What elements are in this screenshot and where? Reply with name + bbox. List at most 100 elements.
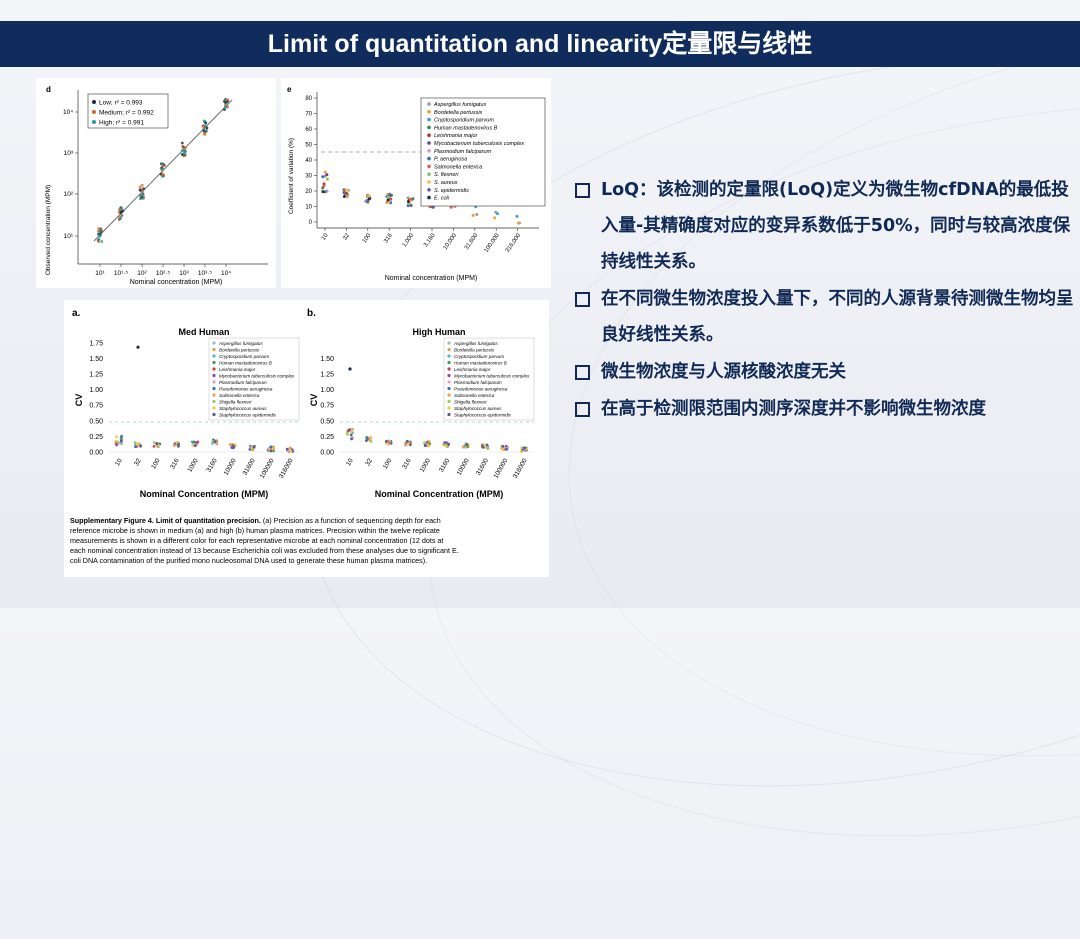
figure-e-legend-label: E. coli [434, 196, 450, 202]
figure-e-point [342, 195, 346, 199]
figure-d-point [120, 214, 124, 217]
figure-d-point [141, 193, 145, 197]
panel-b-x-tick-label: 32 [364, 457, 374, 467]
figure-d-point [139, 194, 142, 198]
figure-d-point [140, 183, 144, 187]
figure-e-point [345, 188, 349, 192]
figure-e-y-tick-label: 80 [305, 96, 312, 102]
figure-d-x-tick-label: 10² [137, 270, 147, 277]
panel-legend-marker [212, 347, 216, 352]
figure-e-point [387, 200, 391, 204]
panel-b-x-tick-label: 31600 [475, 457, 490, 476]
caption-line-4: each nominal concentration instead of 13… [70, 546, 459, 555]
figure-e-point [449, 205, 453, 209]
panel-legend-label: Shigella flexneri [219, 400, 252, 405]
panel-a-point [115, 443, 119, 447]
supplementary-plots: a. b. Med Human High Human 0.00 0.25 0.50 0… [70, 308, 535, 565]
panel-b-point [427, 440, 431, 444]
panel-legend-label: Staphylococcus epidermidis [454, 413, 512, 418]
figure-d-point [225, 104, 229, 108]
panel-legend-label: Cryptosporidium parvum [454, 354, 504, 359]
panel-a-point [153, 441, 156, 445]
figure-d-x-tick-label: 10⁴ [221, 270, 231, 277]
panel-legend-label: Mycobacterium tuberculosis complex [219, 374, 295, 379]
figure-d-point [97, 227, 101, 230]
figure-e-legend-label: S. flexneri [434, 172, 459, 178]
panel-legend-marker [212, 412, 216, 417]
figure-d-y-tick-label: 10⁴ [63, 109, 73, 116]
supplementary-figure-4: a. b. Med Human High Human 0.00 0.25 0.50 0… [64, 300, 549, 577]
caption-line-1: Supplementary Figure 4. Limit of quantit… [70, 516, 441, 525]
panel-b-point [465, 443, 469, 447]
figure-d-point [138, 188, 142, 192]
figure-d-point [180, 141, 184, 145]
panel-b-label: b. [307, 308, 316, 319]
figure-d-legend-label: Low; r² = 0.993 [99, 100, 143, 107]
panel-b-point [406, 442, 410, 446]
panel-b-y-tick-label: 1.25 [320, 372, 334, 379]
figure-d-legend-marker [92, 120, 96, 124]
figure-e-x-tick-label: 316,000 [505, 232, 523, 254]
caption-text-1: (a) Precision as a function of sequencin… [261, 516, 441, 525]
panel-legend-label: Leishmania major [219, 367, 256, 372]
figure-e-legend-label: Salmonella enterica [434, 164, 482, 170]
figure-d-xlabel: Nominal concentration (MPM) [130, 279, 223, 286]
panel-a-point [177, 442, 180, 446]
figure-d-point [121, 209, 125, 213]
panel-b-point [525, 447, 529, 451]
panel-a-y-tick-label: 1.00 [89, 387, 103, 394]
figure-e-point [493, 216, 497, 220]
figure-e-legend-label: Bordetella pertussis [434, 110, 483, 116]
figure-d-y-tick-label: 10² [64, 191, 74, 198]
figure-e-point [325, 173, 329, 177]
figure-e-y-tick-label: 30 [305, 174, 312, 180]
figure-e-y-tick-label: 60 [305, 127, 312, 133]
panel-a-x-tick-label: 10 [114, 457, 124, 467]
figure-e-legend-marker [427, 110, 431, 114]
figure-e-legend-label: P. aeruginosa [434, 157, 467, 163]
panel-b-point [351, 427, 355, 431]
panel-a-point [133, 441, 137, 444]
figure-d-point [140, 190, 144, 193]
figure-e-point [471, 213, 475, 217]
figure-d-legend-box [87, 93, 169, 129]
figure-e-point [367, 197, 371, 201]
figure-e-y-tick-label: 40 [305, 158, 312, 164]
figure-d-x-tick-label: 10³ [179, 270, 189, 277]
panel-a-point [135, 442, 139, 446]
figure-d-y-tick-label: 10¹ [64, 233, 74, 240]
panel-legend-marker [212, 367, 216, 371]
panel-b-point [385, 442, 389, 445]
panel-b-point [444, 444, 448, 448]
panel-legend-marker [447, 399, 451, 404]
panel-a-point [191, 443, 195, 447]
figure-e-x-tick-label: 1,000 [402, 232, 416, 248]
panel-a-point [269, 449, 273, 453]
panel-b-point [369, 436, 373, 440]
panel-legend-marker [447, 367, 451, 371]
figure-d-point [223, 106, 227, 110]
panel-legend-marker [212, 341, 216, 345]
caption-title: Supplementary Figure 4. Limit of quantit… [70, 516, 261, 525]
panel-b-point [461, 445, 465, 449]
panel-legend-label: Pseudomonas aeruginosa [219, 387, 273, 392]
panel-b-point [427, 444, 431, 448]
figure-d-point [98, 234, 102, 237]
panel-b-point [348, 428, 351, 432]
panel-legend-label: Staphylococcus aureus [454, 406, 502, 411]
figure-e-x-tick-label: 3,160 [423, 232, 437, 248]
panel-a-y-tick-label: 0.75 [89, 403, 103, 410]
figure-e-point [517, 221, 521, 225]
panel-b-point [447, 442, 451, 446]
panel-b-outlier-point [348, 367, 352, 371]
figure-d-point [226, 98, 229, 101]
panel-a-point [134, 445, 137, 449]
figure-e-point [342, 191, 346, 195]
panel-legend-marker [212, 360, 216, 365]
panel-b-point [369, 440, 373, 443]
panel-a-y-tick-label: 1.75 [89, 340, 103, 347]
figure-e-point [366, 200, 370, 204]
panel-legend-marker [212, 373, 216, 378]
figure-e-legend-marker [427, 156, 431, 161]
panel-legend-box [208, 337, 300, 421]
